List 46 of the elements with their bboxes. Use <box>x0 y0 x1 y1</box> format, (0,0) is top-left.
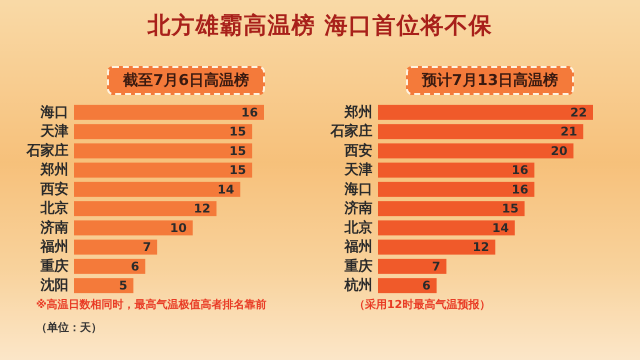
y-tick-label: 重庆 <box>40 257 68 274</box>
data-label: 15 <box>502 202 519 216</box>
y-tick-label: 福州 <box>40 238 68 256</box>
y-tick-label: 西安 <box>344 142 372 159</box>
y-tick-label: 天津 <box>40 124 68 140</box>
y-tick-label: 重庆 <box>344 257 372 274</box>
data-label: 21 <box>560 124 578 139</box>
data-label: 6 <box>130 259 140 274</box>
data-label: 7 <box>142 240 152 254</box>
data-label: 22 <box>570 105 587 120</box>
y-tick-label: 天津 <box>344 162 372 178</box>
text: 北方雄霸高温榜 海口首位将不保 <box>146 12 494 41</box>
data-label: 15 <box>229 163 246 178</box>
y-tick-label: 海口 <box>344 181 372 198</box>
data-label: 12 <box>472 240 490 254</box>
y-tick-label: 海口 <box>40 104 68 120</box>
data-label: 15 <box>229 144 246 158</box>
data-label: 14 <box>218 182 234 196</box>
data-label: 5 <box>119 278 128 293</box>
data-label: 16 <box>241 105 258 120</box>
y-tick-label: 石家庄 <box>330 122 372 140</box>
text: （采用12时最高气温预报） <box>353 297 492 312</box>
y-tick-label: 西安 <box>40 180 68 198</box>
data-label: 16 <box>512 182 528 196</box>
chart-subtitle: 截至7月6日高温榜 <box>107 66 265 95</box>
y-tick-label: 沈阳 <box>40 278 68 294</box>
data-label: 10 <box>170 220 187 235</box>
data-label: 6 <box>422 278 431 293</box>
y-tick-label: 福州 <box>344 238 372 256</box>
data-label: 14 <box>492 220 509 235</box>
text: （单位：天） <box>35 320 103 335</box>
y-tick-label: 济南 <box>344 200 372 217</box>
y-tick-label: 石家庄 <box>26 142 68 159</box>
y-tick-label: 杭州 <box>344 276 372 294</box>
data-label: 7 <box>432 259 440 274</box>
y-tick-label: 北京 <box>40 200 68 217</box>
chart-subtitle: 预计7月13日高温榜 <box>406 66 574 95</box>
data-label: 20 <box>550 144 568 158</box>
data-label: 15 <box>229 124 246 139</box>
y-tick-label: 北京 <box>344 218 372 236</box>
y-tick-label: 济南 <box>40 218 68 236</box>
data-label: 16 <box>512 163 528 178</box>
text: ※高温日数相同时，最高气温极值高者排名靠前 <box>35 297 268 312</box>
y-tick-label: 郑州 <box>40 162 68 178</box>
data-label: 12 <box>194 202 210 216</box>
y-tick-label: 郑州 <box>344 104 372 120</box>
